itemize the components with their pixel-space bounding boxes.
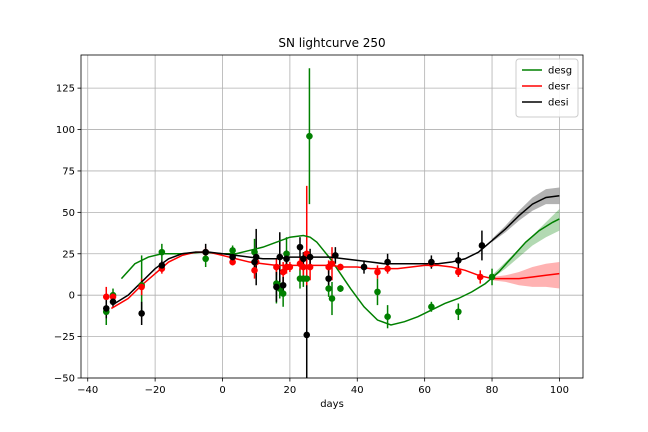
desg-point (337, 285, 344, 292)
y-tick-label: 100 (56, 125, 75, 136)
plot-background (81, 55, 583, 378)
desg-point (158, 248, 166, 256)
y-tick-label: 0 (69, 291, 75, 302)
desg-point (303, 275, 311, 282)
desr-point (229, 258, 236, 266)
x-tick-label: 0 (219, 385, 225, 396)
desr-point (138, 283, 145, 291)
desi-point (303, 331, 311, 339)
desi-point (138, 310, 145, 317)
desg-point (384, 313, 391, 321)
desr-point (273, 263, 280, 271)
desg-point (488, 273, 496, 281)
desg-point (455, 308, 462, 316)
desi-point (455, 257, 462, 264)
desi-point (384, 258, 391, 266)
desi-point (251, 258, 258, 266)
desi-point (428, 258, 435, 266)
desg-point (279, 290, 287, 297)
desr-curve (110, 251, 560, 310)
desi-point (202, 248, 209, 256)
desr-point (328, 260, 336, 268)
desr-point (374, 268, 381, 276)
x-tick-label: 80 (486, 385, 499, 396)
desr-point (279, 268, 287, 276)
desg-point (251, 248, 258, 256)
y-tick-label: 75 (62, 166, 75, 177)
x-tick-label: 100 (550, 385, 569, 396)
desg-point (328, 295, 336, 302)
desr-point (384, 265, 391, 272)
desr-point (251, 267, 258, 274)
desi-point (478, 242, 486, 249)
x-tick-label: 40 (351, 385, 364, 396)
x-axis-title: days (320, 399, 344, 410)
y-tick-label: −25 (54, 332, 75, 343)
desg-point (202, 255, 209, 263)
desi-point (229, 253, 236, 261)
y-tick-label: 50 (62, 208, 75, 219)
data-points (102, 132, 496, 339)
axis-ticks: −40 −20 0 20 40 60 80 100 −50 −25 0 25 50 75 100 125 (54, 84, 569, 396)
plot-frame (80, 54, 584, 379)
desr-point (455, 268, 462, 276)
desi-point (283, 255, 290, 263)
legend-label-desr: desr (548, 82, 571, 93)
desi-point (279, 281, 287, 289)
desi-band (492, 187, 560, 243)
desi-point (102, 305, 110, 312)
desg-point (283, 250, 290, 258)
desi-point (276, 253, 284, 261)
desi-point (252, 253, 260, 261)
desr-point (109, 293, 117, 301)
desi-point (300, 255, 307, 263)
y-tick-label: −50 (54, 374, 75, 385)
y-tick-label: 25 (62, 249, 75, 260)
desi-point (360, 263, 368, 271)
desr-point (306, 263, 314, 271)
desr-band (492, 262, 560, 289)
chart-title: SN lightcurve 250 (278, 36, 385, 50)
y-tick-label: 125 (56, 84, 75, 95)
desr-point (102, 293, 110, 301)
x-tick-label: 60 (418, 385, 431, 396)
desr-point (300, 263, 307, 271)
desi-point (325, 275, 332, 282)
x-tick-label: −40 (77, 385, 98, 396)
legend-label-desi: desi (548, 98, 569, 109)
desr-point (286, 263, 294, 271)
legend: desg desr desi (515, 58, 579, 118)
desi-point (296, 243, 304, 251)
desg-point (374, 288, 381, 296)
plot-area (80, 54, 584, 379)
desi-point (332, 252, 339, 259)
legend-label-desg: desg (548, 66, 572, 77)
desi-point (306, 253, 314, 261)
desi-point (273, 283, 280, 291)
desg-point (229, 247, 236, 254)
x-tick-label: −20 (145, 385, 166, 396)
desi-point (109, 298, 117, 306)
x-tick-label: 20 (284, 385, 297, 396)
desr-point (337, 263, 344, 271)
desg-point (325, 285, 332, 292)
desr-point (476, 273, 484, 281)
desg-point (428, 303, 435, 311)
desi-point (158, 262, 166, 269)
desg-point (306, 132, 313, 140)
